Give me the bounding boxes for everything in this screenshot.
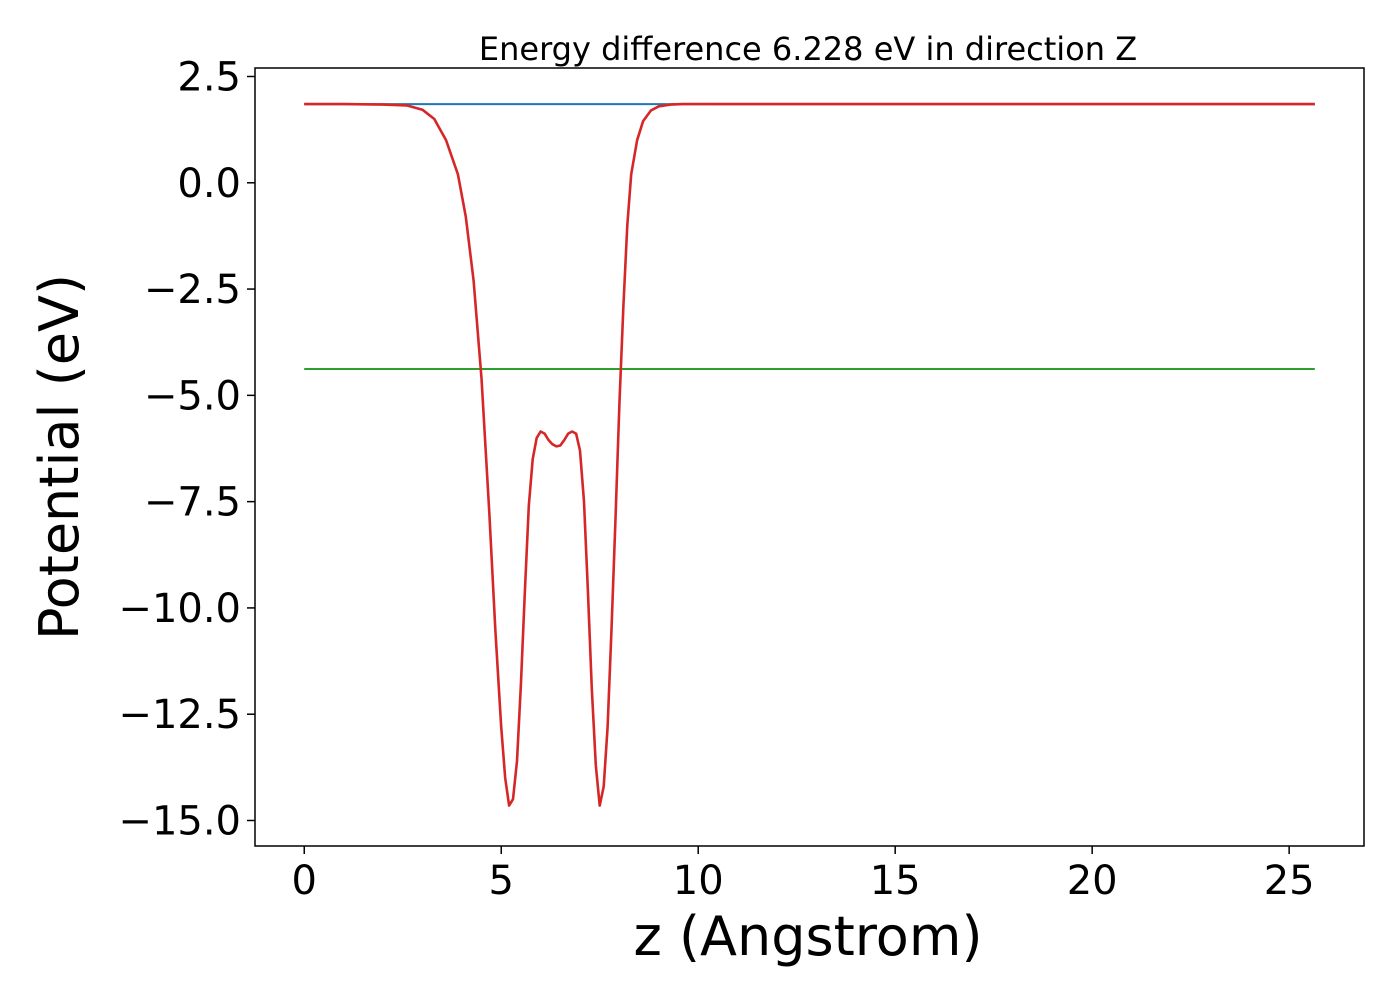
y-tick-label: −10.0 [118,586,241,632]
x-tick-label: 15 [870,858,921,904]
plot-area [304,102,1315,807]
x-tick-label: 10 [673,858,724,904]
x-axis-label: z (Angstrom) [633,905,982,968]
x-tick-label: 0 [292,858,317,904]
x-tick-label: 5 [488,858,513,904]
x-tick-label: 25 [1264,858,1315,904]
y-tick-label: −5.0 [144,373,241,419]
y-tick-label: 0.0 [177,161,241,207]
y-tick-label: −2.5 [144,267,241,313]
y-tick-label: −15.0 [118,798,241,844]
chart-title: Energy difference 6.228 eV in direction … [479,30,1137,68]
y-axis: 2.5 0.0 −2.5 −5.0 −7.5 −10.0 −12.5 −15.0 [118,55,255,844]
x-tick-label: 20 [1067,858,1118,904]
y-tick-label: 2.5 [177,55,241,101]
series-line-4 [304,102,1315,807]
x-axis: 0 5 10 15 20 25 [292,846,1315,904]
plot-frame [254,67,1365,847]
y-tick-label: −12.5 [118,692,241,738]
y-tick-label: −7.5 [144,480,241,526]
y-axis-label: Potential (eV) [28,274,91,640]
